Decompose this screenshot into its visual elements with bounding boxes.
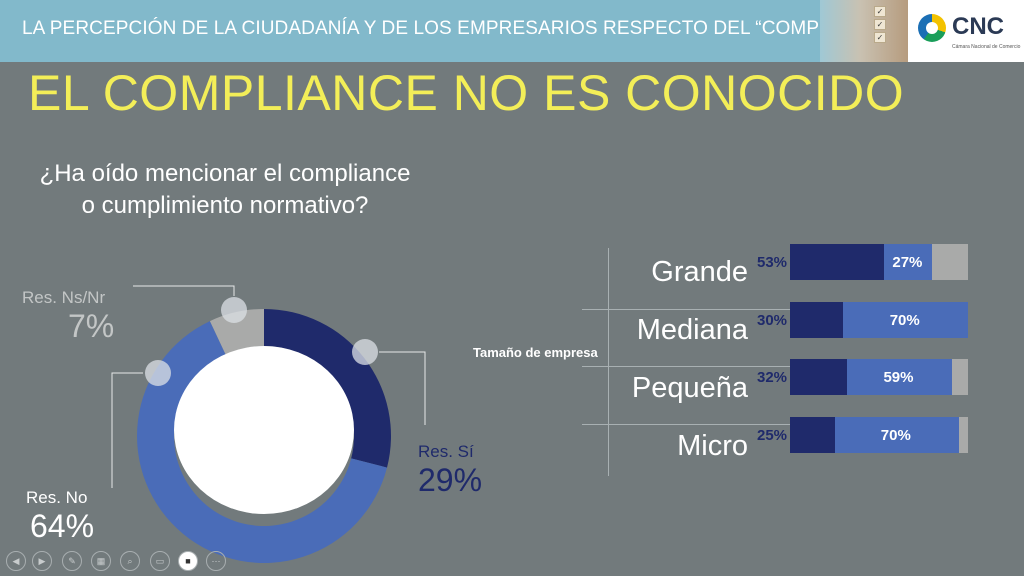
question-line-2: o cumplimiento normativo? bbox=[81, 192, 369, 219]
bar-value-label-mediana-1: 70% bbox=[889, 312, 920, 329]
slice-value-si: 29% bbox=[418, 462, 483, 498]
bar-segment-pequena-1 bbox=[846, 359, 952, 395]
question-line-1: ¿Ha oído mencionar el compliance bbox=[39, 160, 411, 187]
more-icon[interactable]: ⋯ bbox=[206, 551, 226, 571]
bar-segment-pequena-0 bbox=[790, 359, 847, 395]
category-label-grande: Grande bbox=[651, 256, 748, 288]
bar-separator bbox=[582, 424, 790, 425]
slice-name-no: Res. No bbox=[26, 488, 88, 507]
bar-separator bbox=[582, 366, 790, 367]
pen-icon[interactable]: ✎ bbox=[62, 551, 82, 571]
callout-line bbox=[133, 285, 235, 296]
logo-mark-icon bbox=[918, 14, 946, 42]
bar-axis-title: Tamaño de empresa bbox=[473, 345, 598, 360]
bar-segment-micro-1 bbox=[834, 417, 960, 453]
slide-header: LA PERCEPCIÓN DE LA CIUDADANÍA Y DE LOS … bbox=[0, 0, 1024, 62]
bar-value-label-mediana-0: 30% bbox=[757, 312, 788, 329]
bar-value-label-micro-0: 25% bbox=[757, 427, 788, 444]
slides-icon[interactable]: ▦ bbox=[91, 551, 111, 571]
subtitles-icon[interactable]: ▭ bbox=[150, 551, 170, 571]
logo-subtitle: Cámara Nacional de Comercio bbox=[952, 44, 1021, 50]
callout-line bbox=[111, 372, 143, 488]
slice-value-nsnr: 7% bbox=[68, 308, 115, 344]
bar-value-label-grande-0: 53% bbox=[757, 254, 788, 271]
slide-title: EL COMPLIANCE NO ES CONOCIDO bbox=[28, 65, 905, 121]
header-photo: ✓ ✓ ✓ bbox=[820, 0, 910, 62]
bar-segment-mediana-1 bbox=[843, 302, 968, 338]
callout-marker-nsnr bbox=[221, 297, 247, 323]
category-label-pequena: Pequeña bbox=[631, 372, 748, 404]
slice-name-si: Res. Sí bbox=[418, 442, 474, 461]
bar-value-label-micro-1: 70% bbox=[880, 427, 911, 444]
donut-slice-no bbox=[136, 321, 388, 563]
cnc-logo: CNC Cámara Nacional de Comercio bbox=[908, 0, 1024, 62]
category-label-mediana: Mediana bbox=[636, 314, 748, 346]
slice-name-nsnr: Res. Ns/Nr bbox=[22, 288, 106, 307]
category-label-micro: Micro bbox=[677, 430, 748, 462]
donut-center bbox=[174, 346, 354, 514]
bar-segment-grande-0 bbox=[790, 244, 885, 280]
slice-label-nsnr: Res. Ns/Nr 7% bbox=[22, 288, 114, 345]
survey-question: ¿Ha oído mencionar el compliance o cumpl… bbox=[0, 158, 450, 222]
bar-segment-pequena-2 bbox=[951, 359, 968, 395]
slice-label-no: Res. No 64% bbox=[26, 488, 94, 545]
bar-value-label-pequena-0: 32% bbox=[757, 369, 788, 386]
slice-value-no: 64% bbox=[30, 508, 95, 544]
bar-segment-mediana-0 bbox=[790, 302, 844, 338]
bar-axis-line bbox=[608, 248, 609, 476]
donut-slice-nsnr bbox=[209, 309, 264, 355]
prev-icon[interactable]: ◀ bbox=[6, 551, 26, 571]
bar-value-label-grande-1: 27% bbox=[892, 254, 923, 271]
zoom-icon[interactable]: ⌕ bbox=[120, 551, 140, 571]
bar-segment-grande-1 bbox=[884, 244, 933, 280]
checkbox-cube-icon: ✓ bbox=[874, 19, 886, 30]
bar-separator bbox=[582, 309, 790, 310]
bar-value-label-pequena-1: 59% bbox=[883, 369, 914, 386]
checkbox-cube-icon: ✓ bbox=[874, 6, 886, 17]
slice-label-si: Res. Sí 29% bbox=[418, 442, 482, 499]
callout-line bbox=[379, 351, 426, 425]
next-icon[interactable]: ▶ bbox=[32, 551, 52, 571]
callout-marker-no bbox=[145, 360, 171, 386]
logo-text: CNC bbox=[952, 13, 1004, 40]
camera-icon[interactable]: ■ bbox=[178, 551, 198, 571]
donut-slice-si bbox=[264, 309, 391, 468]
checkbox-cube-icon: ✓ bbox=[874, 32, 886, 43]
bar-segment-grande-2 bbox=[932, 244, 968, 280]
bar-segment-micro-0 bbox=[790, 417, 835, 453]
bar-segment-micro-2 bbox=[959, 417, 968, 453]
callout-marker-si bbox=[352, 339, 378, 365]
header-title: LA PERCEPCIÓN DE LA CIUDADANÍA Y DE LOS … bbox=[22, 18, 895, 39]
